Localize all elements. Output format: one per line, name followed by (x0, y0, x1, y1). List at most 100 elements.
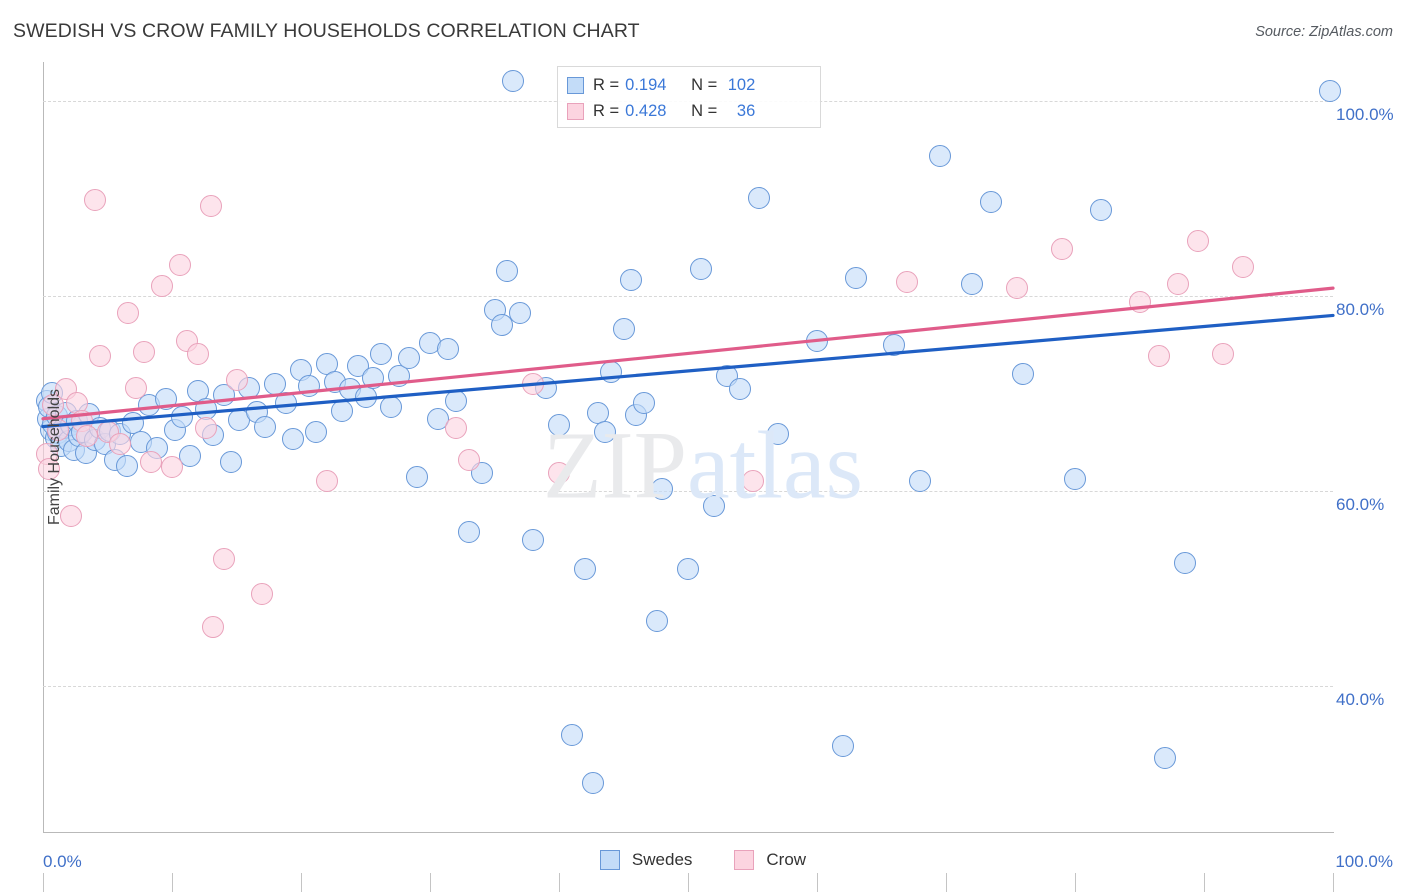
scatter-point-swedes (728, 378, 751, 401)
scatter-point-crow (315, 470, 338, 493)
scatter-point-swedes (154, 388, 177, 411)
scatter-point-crow (1212, 343, 1235, 366)
legend-item-crow[interactable]: Crow (734, 850, 806, 870)
n-value-swedes: 102 (727, 75, 756, 94)
y-tick-label: 40.0% (1336, 689, 1385, 709)
scatter-point-crow (168, 253, 191, 276)
scatter-point-crow (150, 275, 173, 298)
n-value-crow: 36 (736, 101, 756, 120)
scatter-point-crow (548, 462, 570, 485)
crow-swatch-icon (567, 102, 584, 120)
scatter-point-crow (194, 417, 217, 440)
scatter-point-crow (199, 195, 222, 218)
x-tick (1204, 873, 1205, 892)
scatter-point-crow (444, 417, 467, 440)
scatter-point-crow (75, 425, 98, 448)
plot-area (35, 62, 1342, 892)
scatter-point-swedes (522, 528, 545, 551)
scatter-point-swedes (406, 466, 429, 489)
series-legend: Swedes Crow (0, 850, 1406, 870)
scatter-point-crow (741, 470, 764, 493)
gridline (43, 685, 1333, 687)
scatter-point-crow (132, 341, 155, 364)
x-axis-min-label: 0.0% (43, 852, 82, 871)
x-tick (946, 873, 947, 892)
r-label: R = (593, 101, 620, 120)
scatter-point-crow (251, 583, 274, 606)
scatter-point-crow (225, 368, 248, 391)
scatter-point-swedes (509, 302, 532, 325)
x-axis-line (43, 832, 1334, 833)
x-tick (430, 873, 431, 892)
scatter-point-swedes (179, 444, 202, 467)
scatter-point-swedes (806, 329, 828, 352)
scatter-point-crow (1051, 238, 1074, 261)
scatter-point-swedes (573, 557, 596, 580)
scatter-point-swedes (457, 520, 480, 543)
scatter-point-crow (186, 343, 209, 366)
scatter-point-swedes (1089, 199, 1112, 222)
scatter-point-swedes (1064, 468, 1086, 491)
scatter-point-swedes (354, 386, 377, 409)
scatter-point-crow (161, 456, 183, 479)
scatter-point-swedes (620, 269, 643, 292)
scatter-point-crow (1147, 345, 1170, 368)
scatter-point-crow (212, 548, 235, 571)
source-attribution: Source: ZipAtlas.com (1255, 24, 1393, 40)
scatter-point-swedes (297, 374, 320, 397)
scatter-point-crow (1128, 290, 1151, 313)
y-tick-label: 100.0% (1336, 104, 1394, 124)
gridline (43, 490, 1333, 492)
legend-item-swedes[interactable]: Swedes (599, 850, 693, 870)
r-label: R = (593, 75, 620, 94)
scatter-point-swedes (633, 392, 656, 415)
legend-label-crow: Crow (766, 850, 807, 869)
x-tick (817, 873, 818, 892)
scatter-point-swedes (305, 421, 328, 444)
scatter-point-swedes (1173, 551, 1196, 574)
scatter-point-swedes (501, 70, 524, 93)
x-tick (172, 873, 173, 892)
scatter-point-crow (1231, 255, 1254, 278)
swedes-legend-swatch-icon (599, 850, 620, 870)
scatter-point-swedes (599, 360, 622, 383)
scatter-point-swedes (747, 187, 770, 210)
scatter-point-swedes (581, 772, 604, 795)
scatter-point-crow (60, 505, 83, 528)
y-tick-label: 80.0% (1336, 299, 1385, 319)
scatter-point-swedes (362, 366, 385, 389)
scatter-point-crow (88, 345, 111, 368)
scatter-point-crow (522, 372, 545, 395)
stats-row-crow: R = 0.428 N = 36 (567, 98, 811, 124)
swedes-swatch-icon (567, 76, 584, 94)
x-tick (559, 873, 560, 892)
y-axis-title: Family Households (46, 388, 64, 526)
correlation-stats-legend: R = 0.194 N = 102 R = 0.428 N = 36 (557, 66, 821, 128)
scatter-point-swedes (253, 415, 276, 438)
y-tick-label: 60.0% (1336, 494, 1385, 514)
scatter-point-crow (457, 448, 480, 471)
scatter-point-crow (202, 616, 225, 639)
scatter-point-swedes (844, 267, 867, 290)
scatter-point-swedes (651, 477, 674, 500)
scatter-point-swedes (115, 454, 138, 477)
scatter-point-swedes (331, 399, 354, 422)
page-title: SWEDISH VS CROW FAMILY HOUSEHOLDS CORREL… (13, 20, 640, 42)
scatter-point-swedes (444, 390, 467, 413)
scatter-point-swedes (960, 273, 983, 296)
scatter-point-swedes (398, 347, 421, 370)
scatter-point-swedes (548, 413, 570, 436)
scatter-point-crow (38, 458, 61, 481)
scatter-point-swedes (702, 495, 725, 518)
scatter-point-crow (117, 302, 140, 325)
r-value-swedes: 0.194 (625, 75, 667, 94)
scatter-point-swedes (689, 257, 712, 280)
x-tick (1075, 873, 1076, 892)
x-tick (301, 873, 302, 892)
legend-label-swedes: Swedes (631, 850, 693, 869)
x-tick (688, 873, 689, 892)
scatter-point-swedes (274, 392, 297, 415)
x-tick (43, 873, 44, 892)
scatter-point-crow (896, 271, 919, 294)
